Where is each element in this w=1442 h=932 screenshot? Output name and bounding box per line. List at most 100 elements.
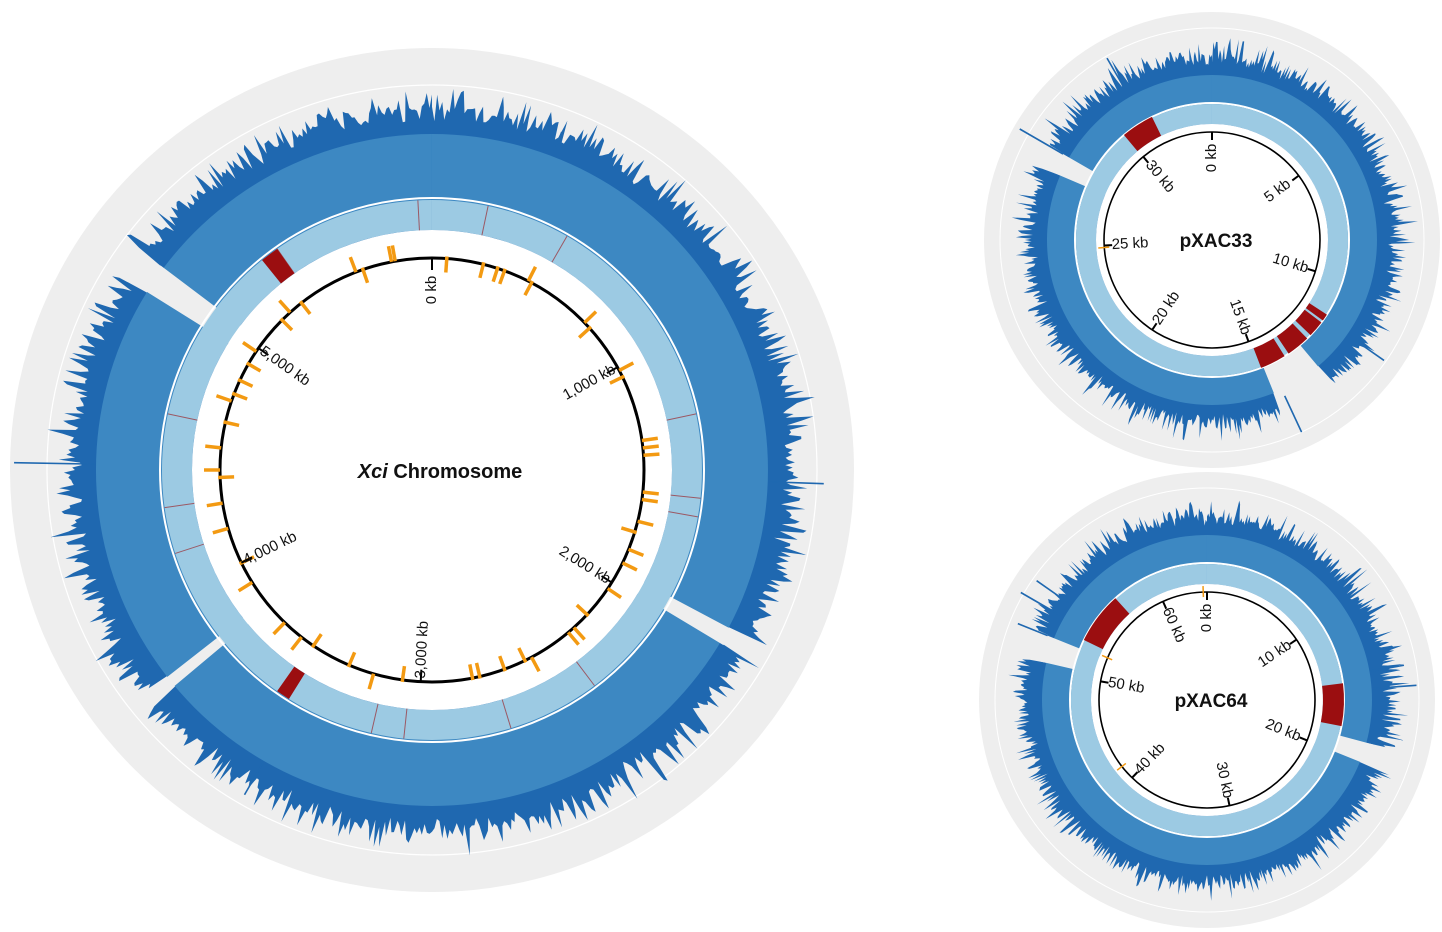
scale-tick — [1142, 156, 1150, 164]
deletion-block — [1123, 116, 1162, 152]
scale-tick-label: 25 kb — [1111, 234, 1149, 253]
feature-mark — [242, 341, 258, 353]
deletion-block — [1295, 309, 1322, 336]
snp-mark — [164, 502, 195, 509]
scale-tick-label: 50 kb — [1107, 674, 1146, 697]
feature-mark — [212, 526, 229, 535]
inner-white-disc — [192, 230, 672, 710]
chromosome-title-italic: Xci — [357, 461, 388, 483]
feature-mark — [641, 436, 659, 443]
feature-mark — [231, 391, 248, 401]
feature-mark — [498, 655, 507, 672]
inner-white-disc — [1091, 584, 1323, 816]
scale-tick — [1100, 680, 1109, 684]
feature-mark — [348, 256, 358, 273]
coverage-track-outer-spike — [1036, 580, 1077, 609]
feature-mark — [468, 664, 475, 681]
feature-mark — [215, 394, 233, 403]
feature-mark — [583, 310, 598, 324]
scale-tick — [1162, 600, 1168, 610]
deletion-block — [1253, 338, 1285, 368]
feature-mark — [577, 325, 593, 339]
feature-mark — [642, 444, 659, 450]
snp-mark — [481, 205, 489, 236]
track-separator — [159, 197, 705, 743]
feature-mark — [575, 603, 590, 618]
feature-mark — [642, 490, 659, 496]
snp-mark — [276, 248, 295, 274]
coverage-track-outer-spike — [14, 461, 103, 466]
guide-ring — [999, 27, 1425, 453]
feature-mark — [1116, 762, 1127, 771]
feature-mark — [641, 497, 659, 504]
feature-mark — [478, 261, 486, 279]
feature-mark — [444, 256, 449, 273]
feature-mark — [566, 631, 580, 646]
scale-tick — [606, 366, 618, 374]
feature-mark — [278, 299, 292, 314]
scale-tick — [240, 556, 253, 564]
coverage-track-outer-spike — [1020, 591, 1069, 621]
inner-white-disc — [1096, 124, 1328, 356]
scale-tick — [419, 669, 423, 682]
scale-tick-label: 0 kb — [1203, 144, 1220, 172]
feature-mark — [498, 268, 507, 285]
coverage-track-outer-spike — [761, 480, 824, 485]
feature-mark — [606, 587, 622, 599]
scale-tick-label: 3,000 kb — [412, 621, 432, 679]
coverage-track-outer-spike — [1364, 664, 1405, 674]
scale-tick — [1307, 267, 1316, 273]
feature-mark — [237, 377, 254, 388]
feature-mark — [237, 580, 254, 593]
feature-mark — [637, 519, 654, 527]
snp-mark — [668, 511, 698, 518]
scale-tick — [1226, 797, 1231, 806]
feature-mark — [474, 662, 482, 679]
feature-mark — [620, 526, 638, 535]
feature-mark — [279, 317, 294, 332]
feature-mark — [526, 266, 538, 282]
scale-tick-label: 0 kb — [1198, 604, 1215, 632]
coverage-track-outer-spike — [1366, 684, 1417, 690]
feature-mark — [609, 374, 626, 385]
scale-tick — [1151, 322, 1158, 331]
feature-mark — [529, 656, 541, 673]
feature-mark — [386, 245, 394, 263]
feature-mark — [360, 267, 370, 284]
feature-mark — [523, 280, 535, 296]
scale-tick — [1131, 771, 1139, 779]
deletion-block — [277, 666, 305, 699]
scale-tick — [1289, 638, 1298, 645]
feature-mark — [223, 420, 240, 428]
feature-mark — [621, 561, 638, 572]
plasmid-title: pXAC64 — [1175, 691, 1248, 712]
feature-mark — [272, 621, 286, 636]
track-separator — [1074, 102, 1350, 378]
feature-mark — [517, 647, 528, 664]
feature-mark — [572, 626, 586, 641]
feature-mark — [1101, 654, 1113, 661]
feature-mark — [206, 501, 223, 508]
scale-tick — [1244, 333, 1250, 342]
scale-tick — [1291, 174, 1300, 182]
chromosome-title: Xci Chromosome — [357, 461, 523, 483]
deletion-block — [262, 248, 295, 284]
feature-mark — [1098, 246, 1110, 249]
snp-mark — [551, 235, 568, 263]
coverage-track-outer-spike — [1342, 331, 1385, 362]
scale-tick — [257, 347, 269, 356]
feature-mark — [310, 633, 323, 649]
feature-mark — [627, 547, 645, 558]
scale-tick — [1299, 736, 1308, 742]
snp-mark — [280, 668, 299, 695]
feature-mark — [346, 651, 357, 668]
snp-mark — [576, 661, 595, 686]
feature-mark — [390, 245, 397, 262]
plasmid-title: pXAC33 — [1180, 231, 1253, 252]
deletion-block — [1305, 303, 1327, 321]
guide-ring — [46, 84, 818, 856]
feature-mark — [400, 665, 407, 683]
